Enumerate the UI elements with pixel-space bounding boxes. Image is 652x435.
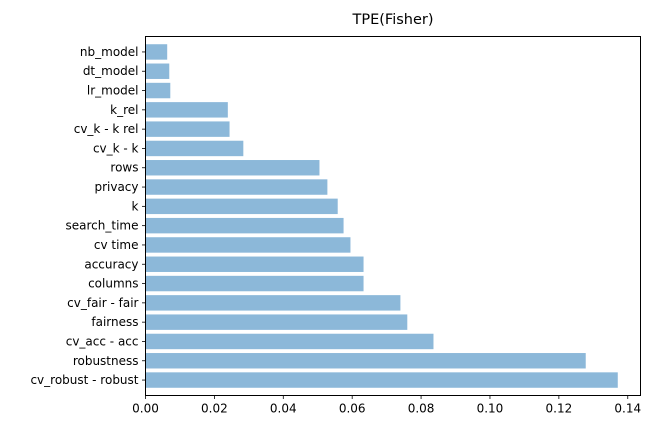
y-tick-label: columns xyxy=(88,277,138,291)
plot-frame xyxy=(145,36,641,396)
y-tick-label: cv_k - k xyxy=(93,141,139,155)
y-tick-label: dt_model xyxy=(83,64,139,78)
bar xyxy=(145,198,338,215)
y-tick-label: cv time xyxy=(94,238,139,252)
x-tick-label: 0.00 xyxy=(132,402,159,416)
x-axis: 0.00 0.02 0.04 0.06 0.08 0.10 0.12 0.14 xyxy=(132,395,641,416)
x-tick-label: 0.04 xyxy=(270,402,297,416)
x-tick-label: 0.08 xyxy=(408,402,435,416)
y-tick-label: k_rel xyxy=(110,103,138,117)
bar xyxy=(145,63,170,79)
y-tick-label: k xyxy=(132,199,139,213)
y-tick-label: lr_model xyxy=(87,84,139,98)
x-tick-label: 0.06 xyxy=(339,402,366,416)
bar xyxy=(145,102,228,118)
y-tick-label: cv_fair - fair xyxy=(67,296,138,310)
x-tick-label: 0.02 xyxy=(201,402,228,416)
bar xyxy=(145,82,171,99)
y-tick-label: rows xyxy=(110,161,138,175)
y-tick-label: robustness xyxy=(73,354,139,368)
y-tick-label: cv_robust - robust xyxy=(30,373,138,387)
bar xyxy=(145,333,434,350)
bar xyxy=(145,295,401,311)
x-tick-label: 0.12 xyxy=(546,402,573,416)
x-tick-label: 0.14 xyxy=(614,402,641,416)
y-axis: nb_model dt_model lr_model k_rel cv_k - k re… xyxy=(30,45,146,387)
bar xyxy=(145,179,328,195)
bar xyxy=(145,353,586,369)
bar xyxy=(145,275,364,292)
bar xyxy=(145,121,230,137)
bar xyxy=(145,217,344,234)
bar xyxy=(145,160,320,176)
bars-group xyxy=(145,44,618,388)
bar xyxy=(145,314,408,330)
bar xyxy=(145,237,351,253)
chart-title: TPE(Fisher) xyxy=(351,12,433,28)
y-tick-label: cv_acc - acc xyxy=(66,334,139,348)
y-tick-label: accuracy xyxy=(84,257,138,271)
bar xyxy=(145,44,168,60)
y-tick-label: nb_model xyxy=(80,45,139,59)
x-tick-label: 0.10 xyxy=(477,402,504,416)
y-tick-label: search_time xyxy=(66,219,139,233)
y-tick-label: cv_k - k rel xyxy=(74,122,139,136)
bar xyxy=(145,256,364,272)
bar xyxy=(145,140,244,157)
y-tick-label: fairness xyxy=(91,315,138,329)
bar xyxy=(145,372,618,388)
y-tick-label: privacy xyxy=(94,180,138,194)
